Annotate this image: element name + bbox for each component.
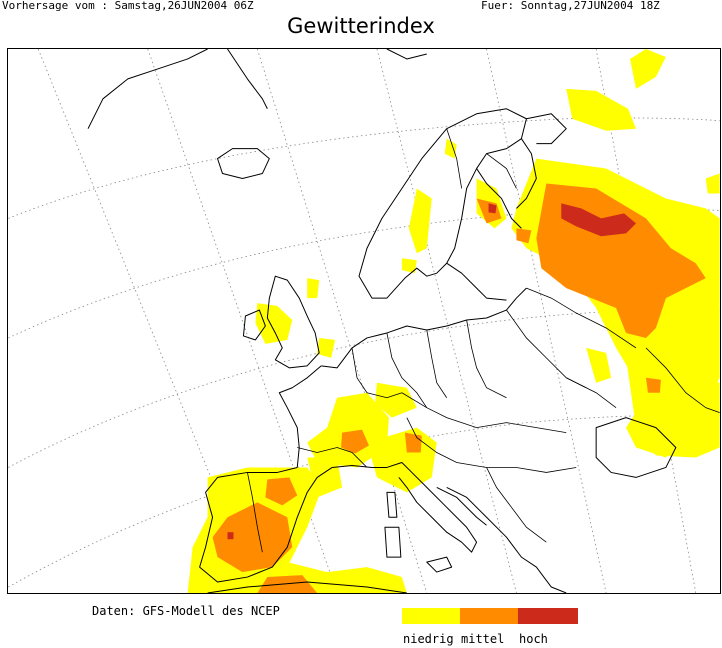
legend-label-low: niedrig xyxy=(403,632,454,646)
country-borders xyxy=(247,128,720,553)
legend-swatch-low xyxy=(402,608,460,624)
legend-swatch-medium xyxy=(460,608,518,624)
europe-map xyxy=(7,48,721,594)
valid-time-label: Fuer: Sonntag,27JUN2004 18Z xyxy=(481,0,660,12)
legend-label-high: hoch xyxy=(519,632,548,646)
index-high-areas xyxy=(227,203,636,540)
forecast-run-label: Vorhersage vom : Samstag,26JUN2004 06Z xyxy=(2,0,254,12)
legend-label-medium: mittel xyxy=(461,632,505,646)
legend-swatch-high xyxy=(518,608,578,624)
data-source-label: Daten: GFS-Modell des NCEP xyxy=(92,604,280,618)
map-title: Gewitterindex xyxy=(287,14,435,38)
